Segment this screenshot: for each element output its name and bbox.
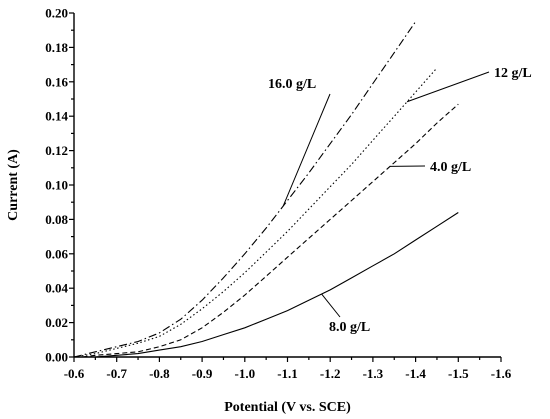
x-tick-label: -0.8 [149, 366, 170, 381]
x-tick-label: -0.6 [64, 366, 85, 381]
x-tick-label: -1.2 [320, 366, 341, 381]
series-line-12-g-l [73, 67, 438, 358]
annotation-leader [406, 71, 490, 103]
x-axis-title: Potential (V vs. SCE) [224, 400, 351, 415]
x-tick-label: -0.7 [106, 366, 127, 381]
y-tick-label: 0.02 [45, 315, 68, 330]
y-tick-label: 0.04 [45, 281, 68, 296]
y-tick-label: 0.10 [45, 178, 68, 193]
series-line-4-0-g-l [82, 103, 459, 358]
series-annotation: 8.0 g/L [329, 320, 370, 335]
x-tick-label: -1.1 [277, 366, 298, 381]
annotation-leader [282, 93, 331, 207]
series-annotation: 4.0 g/L [430, 160, 471, 175]
series-annotation: 12 g/L [494, 66, 532, 81]
y-tick-label: 0.12 [45, 143, 68, 158]
x-tick-label: -1.4 [405, 366, 426, 381]
x-tick-label: -1.5 [448, 366, 469, 381]
y-tick-label: 0.06 [45, 246, 68, 261]
ticks: -0.6 -0.7 -0.8 -0.9 -1.0 -1.1 -1.2 -1.3 -1.4 -1.5… [45, 6, 512, 382]
x-tick-label: -1.0 [235, 366, 256, 381]
annotations: 16.0 g/L 12 g/L 4.0 g/L 8.0 g/L [268, 66, 532, 335]
series-line-16-0-g-l [73, 21, 417, 358]
y-tick-label: 0.16 [45, 74, 68, 89]
series-group [73, 21, 459, 358]
axes [73, 13, 501, 358]
series-line-8-0-g-l [95, 212, 459, 358]
y-tick-label: 0.08 [45, 212, 68, 227]
y-axis-title: Current (A) [6, 149, 21, 221]
series-annotation: 16.0 g/L [268, 77, 316, 92]
x-tick-label: -0.9 [192, 366, 213, 381]
x-tick-label: -1.3 [363, 366, 384, 381]
y-tick-label: 0.14 [45, 109, 68, 124]
y-tick-label: 0.18 [45, 40, 68, 55]
x-tick-label: -1.6 [491, 366, 512, 381]
y-tick-label: 0.00 [45, 350, 68, 365]
annotation-leader [321, 293, 341, 318]
y-tick-label: 0.20 [45, 6, 68, 21]
